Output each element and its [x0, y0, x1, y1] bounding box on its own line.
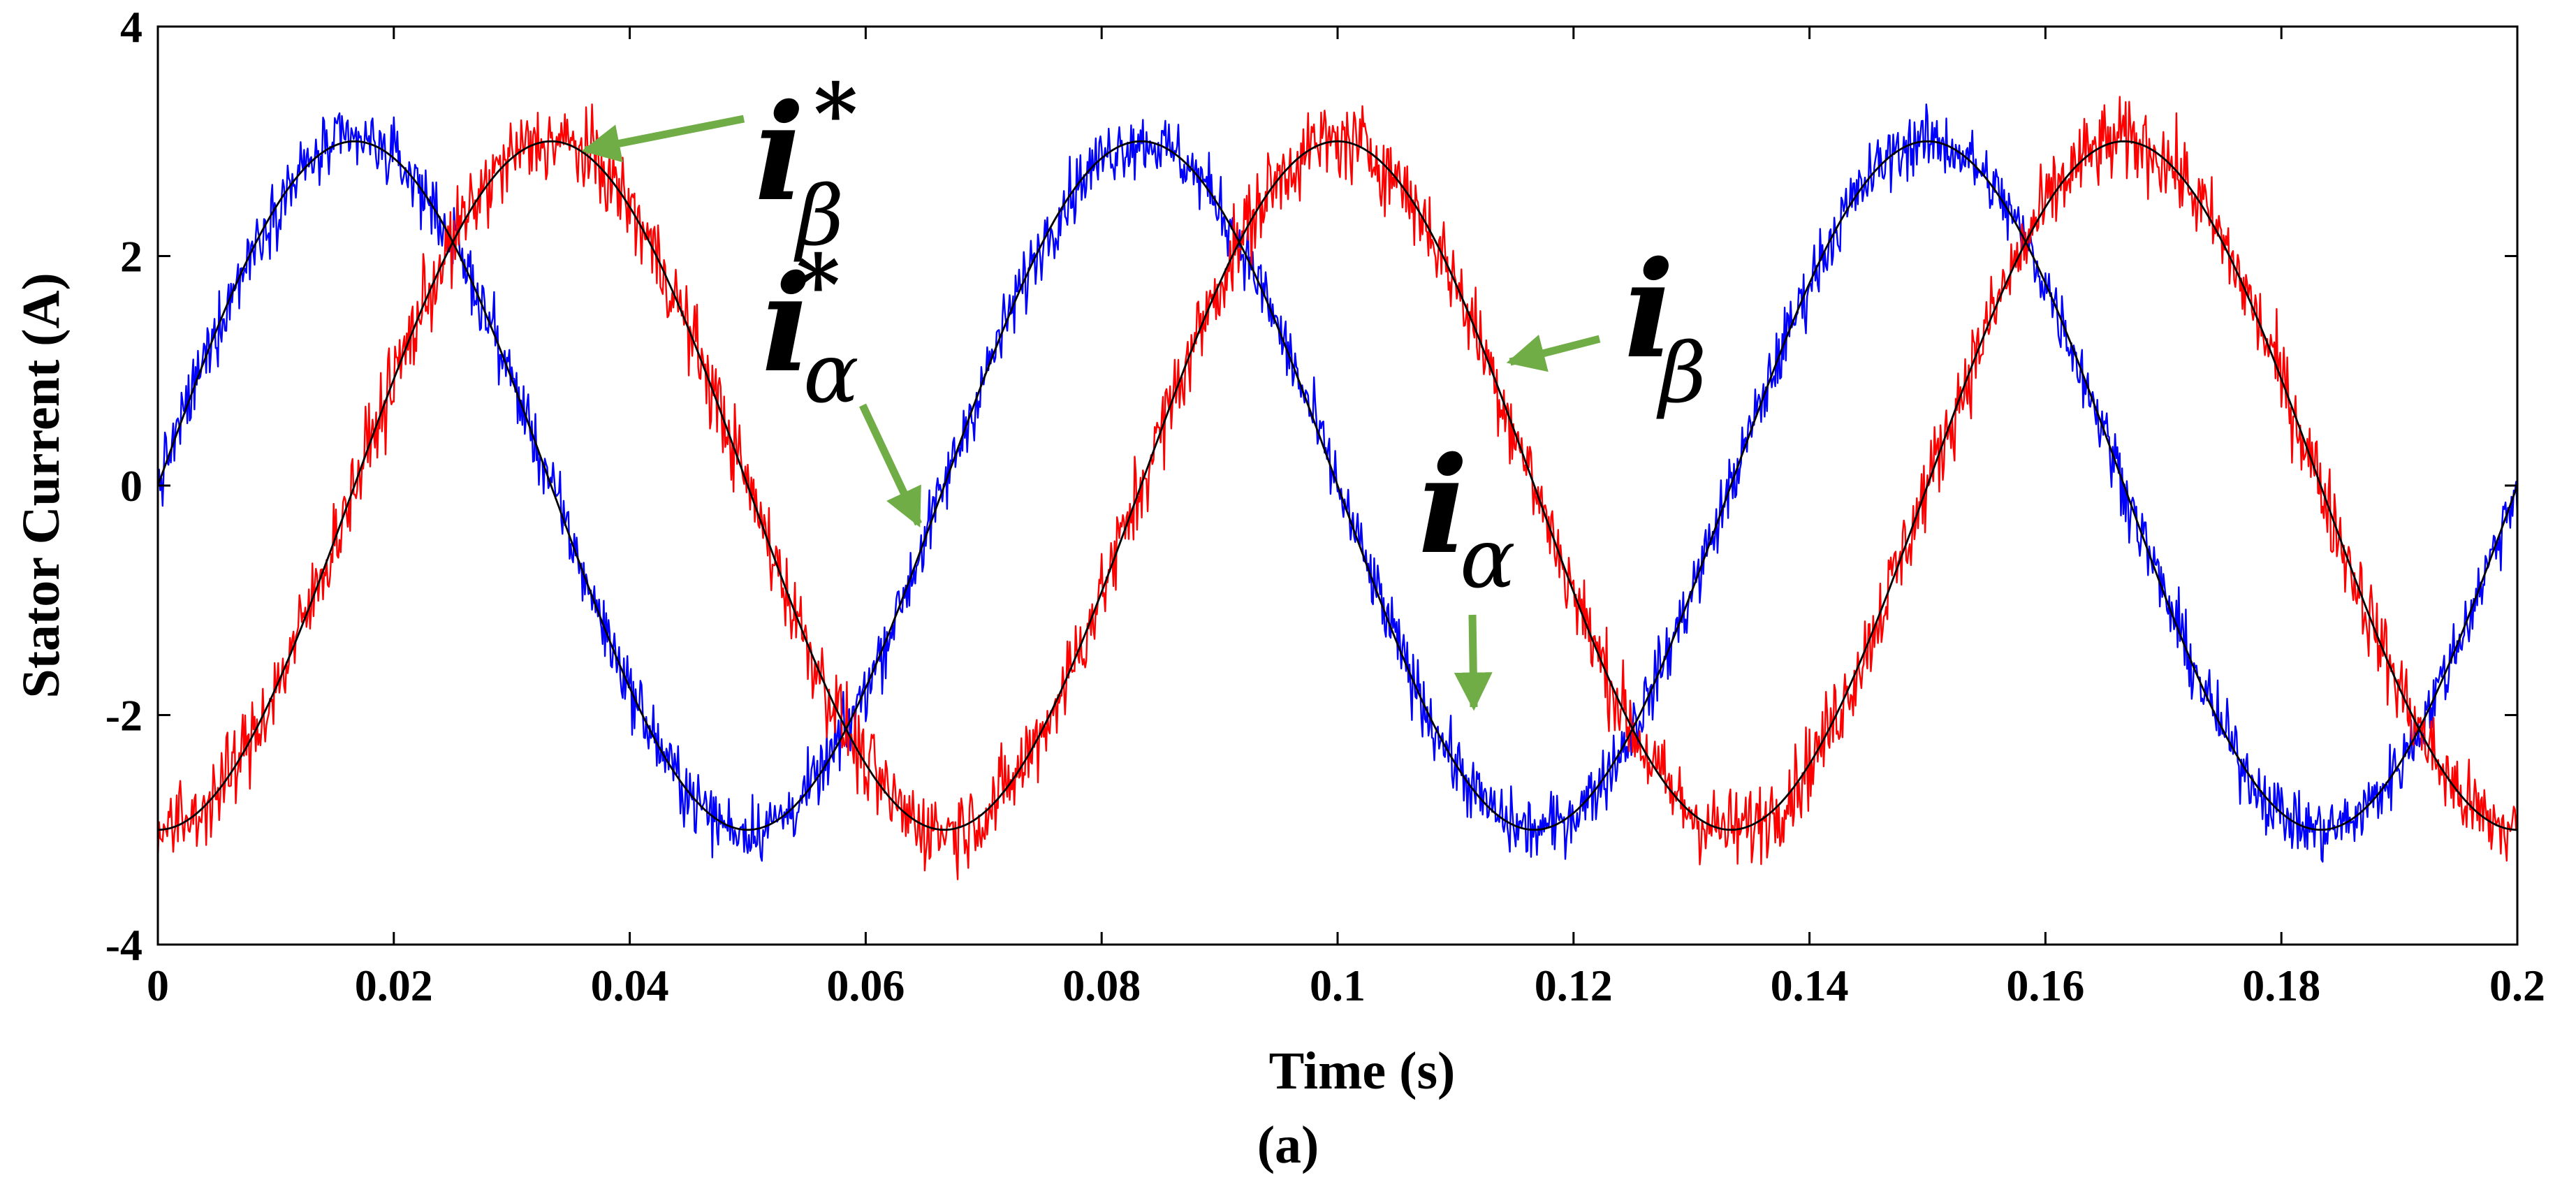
y-tick-label: 0	[120, 461, 142, 511]
x-tick-label: 0.18	[2242, 961, 2320, 1010]
y-axis-title: Stator Current (A)	[12, 272, 71, 698]
x-axis-title: Time (s)	[1269, 1042, 1456, 1100]
x-tick-label: 0.06	[826, 961, 905, 1010]
annotation-ialpha-ref-sup: *	[796, 236, 840, 335]
series-line-i-beta	[158, 96, 2517, 880]
arrow-ibeta	[1506, 335, 1601, 372]
x-tick-label: 0.12	[1535, 961, 1613, 1010]
annotation-ialpha-main: i	[1418, 428, 1468, 583]
x-tick-label: 0.1	[1310, 961, 1366, 1010]
series-line-i-alpha	[158, 103, 2517, 863]
annotation-ialpha-ref-sub: α	[803, 325, 859, 421]
series-line-i-alpha-ref	[158, 140, 2517, 831]
annotation-ialpha-ref-main: i	[761, 246, 812, 402]
annotation-ibeta-ref-sub: β	[793, 168, 844, 264]
annotation-ibeta: i β	[1506, 232, 1706, 421]
y-tick-label: -2	[105, 691, 142, 741]
y-tick-label: 4	[120, 2, 142, 52]
annotation-ibeta-sub: β	[1656, 325, 1706, 421]
x-tick-label: 0.2	[2489, 961, 2545, 1010]
y-tick-label: -4	[105, 920, 142, 970]
series-layer	[158, 96, 2517, 880]
figure-caption: (a)	[1257, 1116, 1319, 1174]
annotation-ibeta-main: i	[1624, 232, 1674, 388]
y-tick-label: 2	[120, 232, 142, 282]
annotation-ialpha: i α	[1418, 428, 1516, 711]
arrow-ibeta-ref	[581, 115, 745, 163]
x-tick-label: 0.16	[2006, 961, 2084, 1010]
annotation-ibeta-ref-main: i	[754, 75, 805, 231]
series-line-i-beta-ref	[158, 140, 2517, 831]
x-tick-label: 0.04	[591, 961, 669, 1010]
annotation-ibeta-ref: i * β	[581, 65, 858, 264]
annotation-ibeta-ref-sup: *	[814, 65, 858, 163]
annotation-ialpha-ref: i * α	[761, 236, 922, 527]
annotation-ialpha-sub: α	[1460, 510, 1516, 606]
arrow-ialpha	[1454, 614, 1493, 711]
x-tick-label: 0	[147, 961, 169, 1010]
arrow-ialpha-ref	[859, 403, 922, 527]
x-tick-label: 0.02	[355, 961, 433, 1010]
ticks-layer: 0 0.02 0.04 0.06 0.08 0.1 0.12 0.14 0.16 0.18 0.2 -…	[105, 2, 2545, 1010]
x-tick-label: 0.14	[1771, 961, 1849, 1010]
x-tick-label: 0.08	[1062, 961, 1141, 1010]
